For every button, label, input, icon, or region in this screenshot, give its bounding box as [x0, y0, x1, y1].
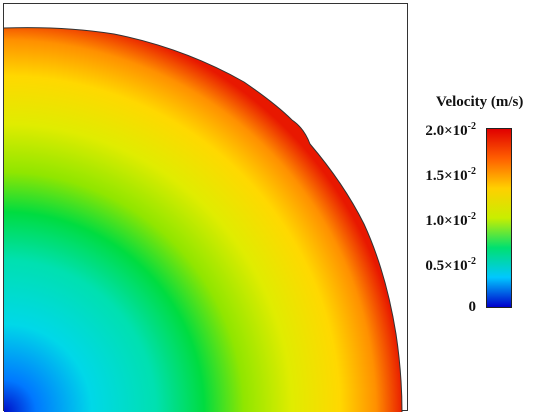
colorbar-tick-label: 0 [469, 299, 477, 315]
tick-exponent: -2 [467, 166, 476, 177]
tick-exponent: -2 [467, 256, 476, 267]
tick-exponent: -2 [467, 211, 476, 222]
tick-exponent: -2 [467, 121, 476, 132]
velocity-field-svg [4, 27, 403, 412]
colorbar-tick-label: 1.0×10-2 [425, 209, 476, 229]
tick-mantissa: 2.0×10 [425, 123, 468, 139]
colorbar-tick-label: 1.5×10-2 [425, 164, 476, 184]
colorbar [486, 128, 512, 308]
tick-mantissa: 1.5×10 [425, 168, 468, 184]
tick-mantissa: 0.5×10 [425, 258, 468, 274]
colorbar-tick-label: 0.5×10-2 [425, 254, 476, 274]
tick-mantissa: 0 [468, 299, 477, 315]
legend-title: Velocity (m/s) [436, 94, 524, 110]
tick-mantissa: 1.0×10 [425, 213, 468, 229]
velocity-field-region [4, 27, 402, 412]
fluid-boundary-outline [4, 27, 403, 412]
velocity-contour-plot [3, 3, 408, 412]
colorbar-tick-label: 2.0×10-2 [425, 119, 476, 139]
